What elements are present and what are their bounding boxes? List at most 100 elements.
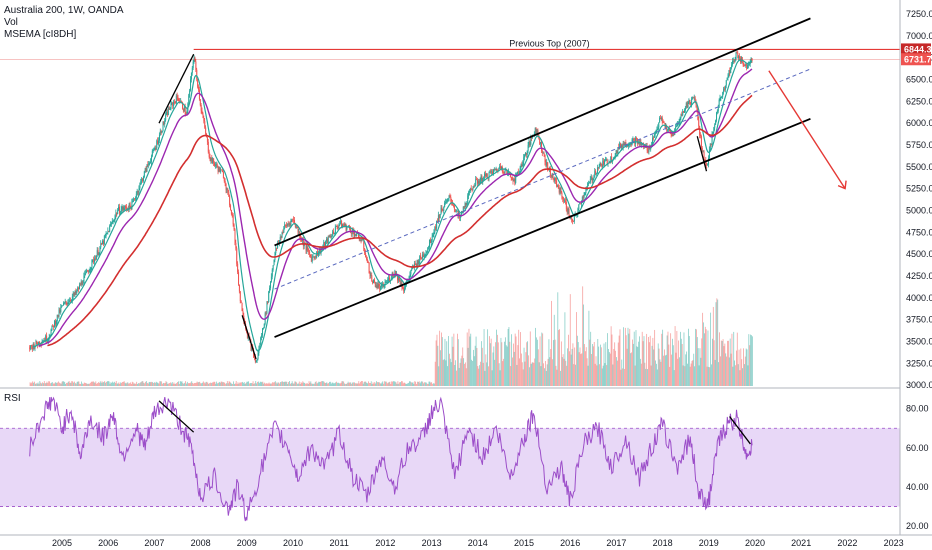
volume-bar [345,383,347,386]
candle-body [186,111,188,115]
volume-bar [110,382,112,386]
candle-body [613,156,615,158]
candle-body [62,305,64,307]
volume-bar [128,383,130,386]
volume-bar [386,383,388,386]
volume-bar [396,383,398,386]
ma-mid-line[interactable] [38,68,753,347]
candle-body [499,166,501,169]
price-pane[interactable]: Previous Top (2007) [0,17,900,386]
candle-body [363,239,365,249]
divergence-line[interactable] [696,136,708,172]
volume-bar [445,360,447,386]
candle-body [35,340,37,347]
volume-bar [311,383,313,386]
candle-body [511,177,513,181]
candle-body [289,223,291,226]
candle-body [615,150,617,156]
candle-body [113,220,115,222]
candle-body [743,64,745,66]
divergence-line[interactable] [158,53,195,124]
projection-arrow[interactable] [768,70,846,190]
symbol-title[interactable]: Australia 200, 1W, OANDA [4,5,124,16]
volume-bar [442,360,444,386]
rsi-pane[interactable] [0,396,900,522]
volume-bar [402,383,404,386]
volume-bar [707,330,709,386]
volume-bar [437,345,439,386]
candle-body [516,173,518,175]
candle-body [237,263,239,273]
volume-bar [744,356,746,386]
candle-body [128,203,130,211]
volume-bar [607,333,608,386]
candle-body [262,327,264,329]
candle-body [409,274,411,277]
volume-bar [145,381,146,386]
candle-body [162,122,164,132]
rsi-line[interactable] [29,396,753,522]
volume-bar [570,354,572,386]
ma-slow-line[interactable] [47,94,753,347]
candle-body [403,288,405,291]
volume-bar [118,382,120,386]
volume-bar [693,353,695,386]
volume-bar [155,381,157,386]
volume-bar [368,381,369,386]
candle-body [652,137,654,139]
volume-bar [500,337,502,386]
volume-bar [532,361,534,386]
volume-bar [153,382,154,386]
candle-body [557,185,559,189]
volume-bar [287,383,289,386]
volume-bar [739,370,741,386]
volume-bar [123,381,125,386]
volume-bar [496,329,497,386]
ma-fast-line[interactable] [33,59,753,352]
volume-bar [746,349,748,386]
candle-body [29,347,31,349]
candle-body [120,209,122,213]
candle-body [40,344,42,345]
candle-body [101,243,103,245]
volume-bar [256,383,258,386]
volume-bar [415,381,417,386]
channel-line[interactable] [274,117,811,338]
candle-body [730,67,732,74]
candle-body [572,221,574,222]
channel-midline[interactable] [274,68,811,290]
candle-body [562,197,564,199]
channel-line[interactable] [274,17,811,247]
volume-bar [182,383,184,386]
divergence-line[interactable] [241,315,257,360]
rsi-divergence-line[interactable] [729,416,751,445]
volume-bar [125,383,127,386]
rsi-divergence-line[interactable] [158,400,195,433]
vol-label[interactable]: Vol [4,17,18,28]
volume-bar [645,368,647,386]
volume-bar [688,336,690,386]
ma-label[interactable]: MSEMA [cI8DH] [4,29,77,40]
candle-body [580,203,582,205]
volume-bar [90,382,91,386]
volume-bar [545,370,547,386]
rsi-label[interactable]: RSI [4,393,21,404]
candle-body [708,158,710,165]
candle-body [68,302,70,304]
candle-body [155,147,157,149]
candle-body [493,169,495,175]
volume-bar [317,382,319,386]
volume-bar [122,381,124,386]
volume-bar [426,383,428,386]
price-candles[interactable] [29,50,753,364]
volume-bar [729,338,731,386]
volume-bar [743,364,745,386]
volume-bar [718,362,720,386]
candle-body [360,240,362,242]
candle-body [387,279,389,283]
volume-bar [229,381,231,386]
candle-body [310,254,312,257]
volume-bar [527,341,528,386]
candle-body [650,147,652,150]
